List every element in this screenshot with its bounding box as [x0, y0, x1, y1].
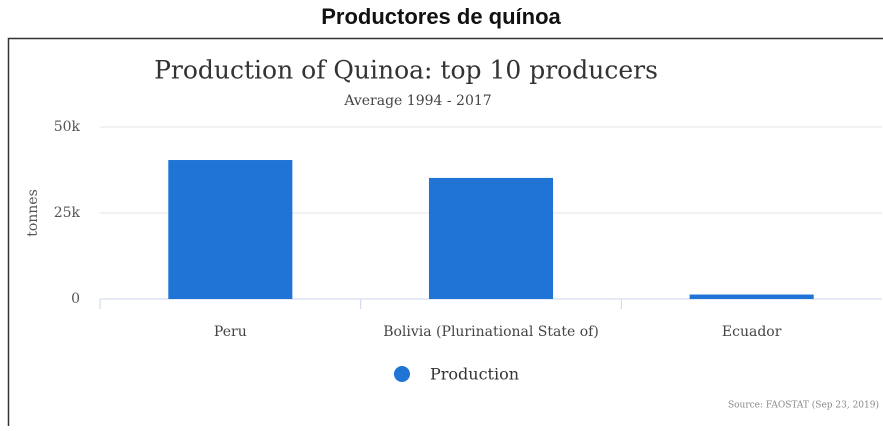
legend-label: Production	[430, 365, 519, 384]
y-tick-label: 50k	[54, 119, 81, 135]
x-tick-label: Peru	[214, 324, 247, 340]
bar	[168, 160, 292, 299]
legend-marker	[394, 366, 410, 382]
y-tick-label: 0	[71, 291, 80, 307]
x-tick-label: Bolivia (Plurinational State of)	[383, 324, 599, 340]
chart-title: Production of Quinoa: top 10 producers	[154, 56, 658, 85]
chart-subtitle: Average 1994 - 2017	[343, 93, 491, 109]
y-tick-label: 25k	[54, 205, 81, 221]
y-axis-label: tonnes	[25, 189, 41, 237]
bar	[690, 295, 814, 299]
source: Source: FAOSTAT (Sep 23, 2019)	[728, 400, 879, 411]
page-heading: Productores de quínoa	[321, 4, 561, 29]
x-tick-label: Ecuador	[722, 324, 782, 340]
bar	[429, 178, 553, 299]
